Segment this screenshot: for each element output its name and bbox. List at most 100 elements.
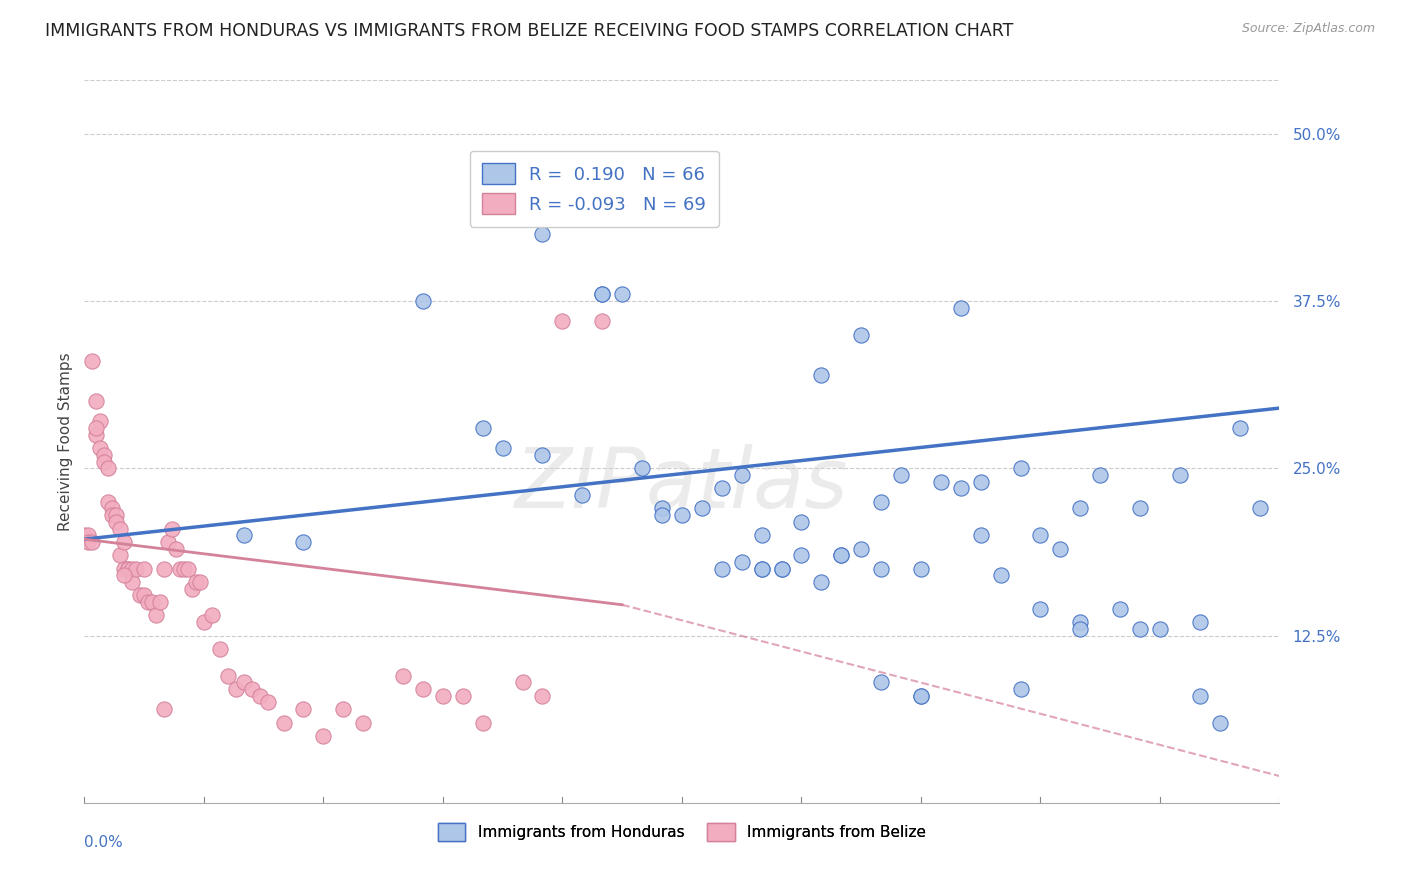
Text: Source: ZipAtlas.com: Source: ZipAtlas.com [1241,22,1375,36]
Point [136,595,159,609]
Point [810,575,832,590]
Point [851,327,873,342]
Point [292,702,315,716]
Point [1090,467,1112,482]
Point [169,562,191,576]
Point [93,455,115,469]
Point [201,608,224,623]
Point [651,501,673,516]
Point [129,589,152,603]
Point [1188,615,1211,630]
Text: ZIPatlas: ZIPatlas [515,444,849,525]
Point [1149,622,1171,636]
Point [165,541,187,556]
Point [101,501,124,516]
Point [256,696,278,710]
Point [77,534,100,549]
Point [145,608,167,623]
Point [731,467,754,482]
Point [710,562,733,576]
Point [112,568,135,582]
Point [73,528,96,542]
Point [332,702,354,716]
Point [531,448,554,462]
Point [121,562,143,576]
Point [970,528,993,542]
Point [851,541,873,556]
Point [591,314,613,328]
Text: IMMIGRANTS FROM HONDURAS VS IMMIGRANTS FROM BELIZE RECEIVING FOOD STAMPS CORRELA: IMMIGRANTS FROM HONDURAS VS IMMIGRANTS F… [45,22,1014,40]
Point [412,294,434,309]
Point [830,548,852,563]
Point [531,689,554,703]
Point [112,534,135,549]
Point [531,227,554,242]
Point [89,414,111,429]
Point [93,448,115,462]
Point [249,689,271,703]
Point [1129,501,1152,516]
Point [217,669,239,683]
Point [193,615,215,630]
Point [173,562,195,576]
Point [970,475,993,489]
Point [412,681,434,696]
Point [949,482,972,496]
Point [770,562,793,576]
Text: 0.0%: 0.0% [84,835,124,850]
Point [870,562,893,576]
Point [1209,715,1232,730]
Point [86,394,108,409]
Point [77,528,100,542]
Point [1010,681,1032,696]
Point [101,508,124,523]
Point [132,589,156,603]
Point [392,669,415,683]
Point [1069,615,1091,630]
Point [571,488,593,502]
Point [160,521,183,535]
Point [591,287,613,301]
Point [125,562,148,576]
Point [105,515,128,529]
Point [181,582,204,596]
Point [97,494,120,508]
Point [110,521,132,535]
Point [471,715,494,730]
Point [751,528,773,542]
Point [790,548,813,563]
Point [591,287,613,301]
Point [751,562,773,576]
Point [188,575,211,590]
Point [929,475,952,489]
Point [273,715,295,730]
Point [157,534,180,549]
Point [551,314,574,328]
Point [177,562,200,576]
Point [731,555,754,569]
Point [1109,602,1132,616]
Point [132,562,156,576]
Point [110,548,132,563]
Point [112,562,135,576]
Point [512,675,534,690]
Point [232,675,254,690]
Point [1049,541,1071,556]
Point [1229,421,1251,435]
Point [990,568,1012,582]
Point [1069,622,1091,636]
Point [790,515,813,529]
Point [870,675,893,690]
Point [153,702,176,716]
Point [1029,528,1052,542]
Point [432,689,454,703]
Point [117,562,139,576]
Point [1029,602,1052,616]
Point [631,461,654,475]
Point [910,689,932,703]
Point [910,689,932,703]
Point [82,534,104,549]
Point [184,575,207,590]
Point [492,442,515,455]
Point [751,562,773,576]
